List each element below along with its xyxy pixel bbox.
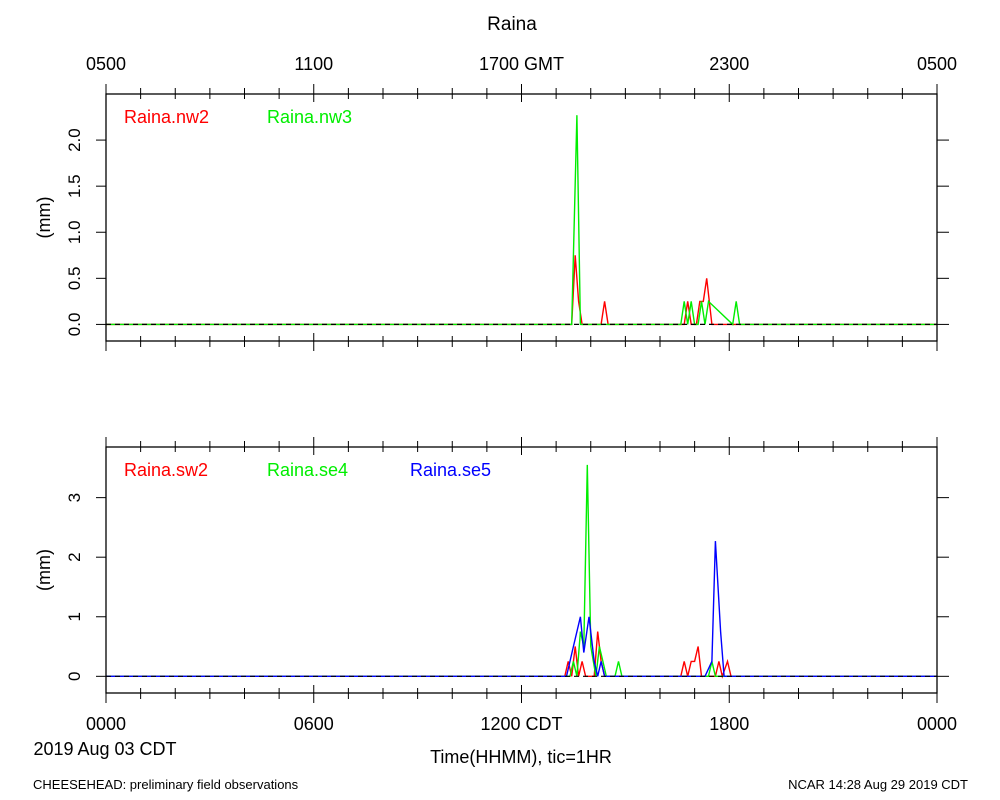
panels: 0.0 0.5 1.0 1.5 2.0 (mm) Raina.nw2 Raina.nw3 0 1 2… <box>34 84 949 703</box>
plot-frame <box>105 446 938 694</box>
legend-entry: Raina.se5 <box>410 460 491 480</box>
y-axis-label: (mm) <box>34 549 54 591</box>
y-tick-label: 0.0 <box>65 313 84 337</box>
plot-frame <box>105 93 938 342</box>
series-line-Raina-se5 <box>106 541 937 677</box>
top-tick-label: 1100 <box>294 54 333 74</box>
bottom-tick-label: 0000 <box>917 714 957 734</box>
series-line-Raina-se4 <box>106 464 937 677</box>
y-axis-label: (mm) <box>34 197 54 239</box>
footer-left: CHEESEHEAD: preliminary field observatio… <box>33 777 299 792</box>
y-tick-label: 2.0 <box>65 128 84 152</box>
top-axis-labels: 0500 1100 1700 GMT 2300 0500 <box>86 54 957 74</box>
top-tick-label: 0500 <box>86 54 126 74</box>
y-tick-label: 1.5 <box>65 174 84 198</box>
y-tick-label: 1.0 <box>65 220 84 244</box>
series-line-Raina-nw2 <box>106 255 937 326</box>
bottom-tick-label: 0000 <box>86 714 126 734</box>
bottom-axis-labels: 0000 0600 1200 CDT 1800 0000 <box>86 714 957 734</box>
series-line-Raina-nw3 <box>106 115 937 326</box>
y-tick-label: 0 <box>65 672 84 681</box>
bottom-tick-label: 1200 CDT <box>480 714 562 734</box>
bottom-tick-label: 0600 <box>294 714 334 734</box>
legend-entry: Raina.se4 <box>267 460 348 480</box>
y-tick-label: 0.5 <box>65 267 84 291</box>
date-label: 2019 Aug 03 CDT <box>33 739 176 759</box>
footer-right: NCAR 14:28 Aug 29 2019 CDT <box>788 777 968 792</box>
top-tick-label: 0500 <box>917 54 957 74</box>
top-tick-label: 1700 GMT <box>479 54 564 74</box>
legend-entry: Raina.nw2 <box>124 107 209 127</box>
y-tick-label: 1 <box>65 612 84 621</box>
panel-1: 0.0 0.5 1.0 1.5 2.0 (mm) Raina.nw2 Raina.nw3 <box>34 84 949 351</box>
series-line-Raina-sw2 <box>106 631 937 679</box>
y-tick-label: 2 <box>65 552 84 561</box>
legend-entry: Raina.nw3 <box>267 107 352 127</box>
y-tick-label: 3 <box>65 493 84 502</box>
chart-title: Raina <box>487 14 537 35</box>
top-tick-label: 2300 <box>709 54 749 74</box>
bottom-tick-label: 1800 <box>709 714 749 734</box>
x-axis-label: Time(HHMM), tic=1HR <box>430 747 612 767</box>
panel-2: 0 1 2 3 (mm) Raina.sw2 Raina.se4 Raina.se5 <box>34 437 949 703</box>
legend-entry: Raina.sw2 <box>124 460 208 480</box>
